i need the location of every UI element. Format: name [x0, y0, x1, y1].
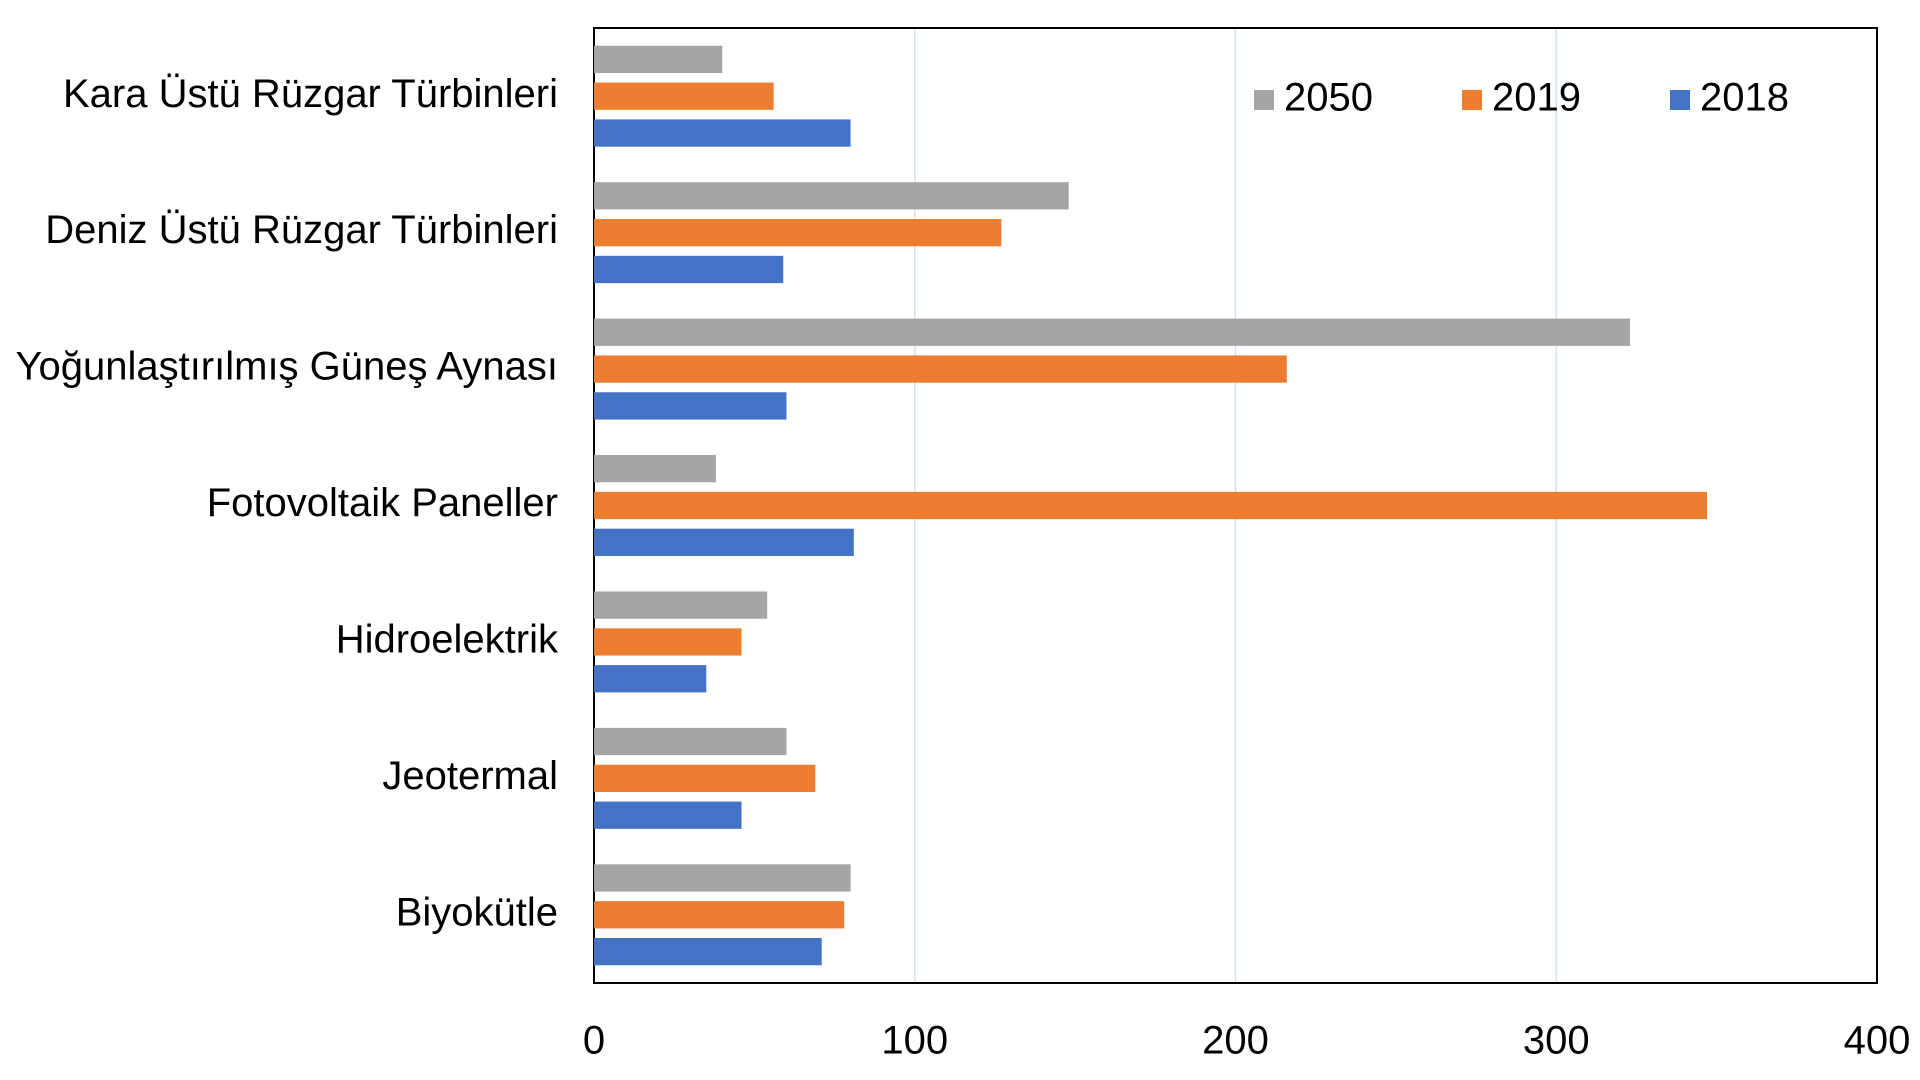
bar — [594, 591, 768, 619]
legend-swatch — [1254, 90, 1274, 110]
bar — [594, 528, 854, 556]
legend-swatch — [1462, 90, 1482, 110]
y-tick-label: Deniz Üstü Rüzgar Türbinleri — [45, 208, 558, 252]
bar — [594, 764, 816, 792]
bar — [594, 455, 716, 483]
x-tick-label: 200 — [1202, 1019, 1269, 1063]
bar — [594, 45, 723, 74]
bar — [594, 491, 1708, 520]
bar — [594, 182, 1069, 210]
bar — [594, 937, 822, 966]
y-tick-label: Biyokütle — [396, 890, 558, 934]
x-tick-label: 0 — [583, 1019, 605, 1063]
y-tick-label: Yoğunlaştırılmış Güneş Aynası — [15, 345, 558, 389]
bar — [594, 255, 784, 284]
bar — [594, 628, 742, 656]
bar — [594, 392, 787, 420]
x-tick-label: 400 — [1844, 1019, 1911, 1063]
legend-label: 2018 — [1700, 76, 1789, 120]
legend-label: 2050 — [1284, 76, 1373, 120]
bar — [594, 864, 851, 892]
bar — [594, 219, 1002, 247]
bar — [594, 355, 1287, 383]
bar — [594, 901, 845, 929]
y-tick-label: Kara Üstü Rüzgar Türbinleri — [63, 72, 558, 116]
x-tick-label: 100 — [881, 1019, 948, 1063]
y-tick-label: Fotovoltaik Paneller — [207, 481, 558, 525]
y-tick-label: Hidroelektrik — [336, 617, 559, 661]
bar — [594, 119, 851, 147]
bar — [594, 318, 1631, 346]
bar — [594, 665, 707, 693]
legend-label: 2019 — [1492, 76, 1581, 120]
legend-swatch — [1670, 90, 1690, 110]
y-tick-label: Jeotermal — [382, 754, 558, 798]
x-tick-label: 300 — [1523, 1019, 1590, 1063]
bar — [594, 801, 742, 829]
bar — [594, 727, 787, 756]
bar — [594, 82, 774, 110]
